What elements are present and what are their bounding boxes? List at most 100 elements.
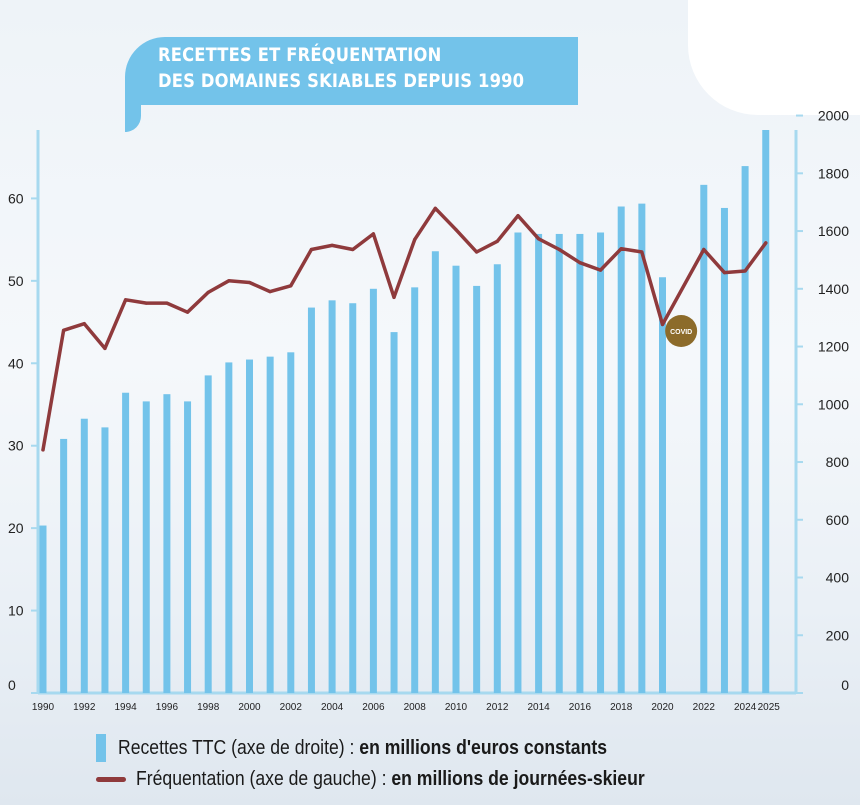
line-point (598, 268, 603, 272)
line-point (247, 280, 252, 285)
x-axis-tick-label: 1990 (32, 702, 55, 713)
bar (80, 418, 88, 693)
bar (617, 206, 625, 693)
x-axis-tick-label: 2002 (280, 702, 303, 713)
left-axis-tick-label: 10 (8, 603, 24, 619)
line-point (619, 247, 623, 251)
x-axis-tick-label: 2000 (238, 702, 261, 713)
legend-line-entry: Fréquentation (axe de gauche) : en milli… (96, 764, 714, 794)
bar (638, 203, 646, 693)
left-axis-tick-label: 20 (8, 520, 24, 536)
line-point (475, 250, 479, 254)
line-point (309, 247, 314, 252)
bar (576, 233, 584, 693)
line-point (41, 448, 45, 452)
x-axis-tick-label: 2012 (486, 702, 509, 713)
x-axis-tick-label: 2024 (734, 702, 757, 713)
bar (39, 525, 47, 693)
right-axis-tick-label: 800 (826, 454, 850, 470)
x-axis-tick-label: 2006 (362, 702, 385, 713)
bar (411, 287, 419, 693)
bar (60, 438, 68, 693)
bar (473, 285, 481, 693)
line-point (330, 243, 334, 248)
line-point (413, 238, 417, 242)
x-axis-tick-label: 2025 (758, 702, 781, 713)
x-axis-tick-label: 2014 (527, 702, 550, 713)
bar (431, 251, 439, 693)
line-point (289, 284, 293, 288)
x-axis-tick-label: 1996 (156, 702, 179, 713)
covid-annotation-label: COVID (670, 329, 692, 336)
line-point (227, 279, 231, 283)
line-point (495, 239, 499, 243)
right-axis-tick-label: 400 (826, 570, 850, 586)
line-point (124, 298, 128, 302)
line-point (103, 346, 107, 351)
line-point (660, 322, 665, 327)
line-point (165, 301, 169, 305)
line-point (82, 322, 86, 326)
bar (225, 362, 233, 693)
right-axis-tick-label: 1400 (818, 281, 849, 297)
right-axis-tick-label: 1200 (818, 339, 849, 355)
x-axis-tick-label: 1992 (73, 702, 96, 713)
bar (266, 356, 274, 693)
right-axis-tick-label: 2000 (818, 108, 849, 124)
bar (741, 166, 749, 694)
x-axis-tick-label: 1994 (114, 702, 137, 713)
line-point (578, 261, 582, 265)
bar (349, 303, 357, 693)
x-axis-tick-label: 2022 (693, 702, 716, 713)
bar (452, 265, 460, 693)
bar (163, 394, 171, 693)
left-axis-tick-label: 0 (8, 677, 16, 693)
bar (493, 264, 501, 693)
left-axis-tick-label: 40 (8, 355, 24, 371)
bar (328, 300, 336, 693)
left-axis-tick-label: 60 (8, 190, 24, 206)
bar (204, 375, 212, 693)
line-point (371, 232, 375, 236)
bar (700, 184, 708, 693)
bar (101, 427, 109, 693)
bar (597, 232, 605, 693)
bar (122, 392, 130, 693)
right-axis-tick-label: 1800 (818, 165, 849, 181)
line-point (454, 228, 458, 232)
legend-line-swatch (96, 776, 126, 782)
title-banner (125, 37, 578, 105)
legend-bar-entry: Recettes TTC (axe de droite) : en millio… (96, 733, 674, 763)
bar (390, 332, 398, 693)
bar (369, 288, 377, 693)
line-point (62, 328, 66, 332)
line-point (206, 290, 210, 294)
line-point (722, 271, 727, 275)
chart-title-line-1: RECETTES ET FRÉQUENTATION (158, 44, 442, 66)
line-point (702, 247, 706, 252)
right-axis-tick-label: 200 (826, 627, 850, 643)
bar (659, 277, 666, 693)
left-axis-tick-label: 50 (8, 273, 24, 289)
line-point (351, 247, 355, 252)
x-axis-tick-label: 2018 (610, 702, 633, 713)
line-point (516, 214, 520, 218)
x-axis-tick-label: 2004 (321, 702, 344, 713)
x-axis-tick-label: 2010 (445, 702, 468, 713)
bar (762, 130, 770, 693)
covid-badge (665, 315, 698, 347)
line-point (640, 250, 644, 254)
line-point (185, 310, 190, 314)
bar (142, 401, 150, 693)
legend-bar-swatch (96, 734, 106, 762)
bar (184, 401, 192, 693)
bar (535, 233, 543, 693)
chart-title-line-2: DES DOMAINES SKIABLES DEPUIS 1990 (158, 70, 525, 92)
right-axis-tick-label: 0 (841, 677, 849, 693)
frequentation-line (41, 206, 768, 452)
x-axis-tick-label: 2016 (569, 702, 592, 713)
bar (514, 232, 522, 693)
line-point (764, 241, 768, 245)
x-axis-tick-label: 2020 (651, 702, 674, 713)
